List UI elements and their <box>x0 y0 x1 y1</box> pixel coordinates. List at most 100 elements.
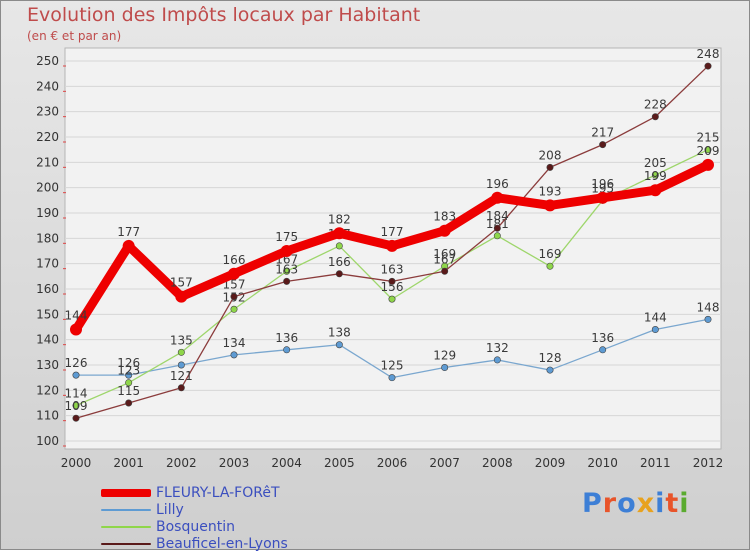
data-label: 183 <box>433 210 456 224</box>
x-tick-label: 2012 <box>693 456 724 470</box>
y-tick-label: 250 <box>36 54 59 68</box>
data-label: 144 <box>644 311 667 325</box>
logo-letter: i <box>679 488 690 519</box>
y-tick-label: 170 <box>36 257 59 271</box>
proxiti-logo: Proxiti <box>582 488 690 519</box>
data-point <box>651 326 659 334</box>
data-point <box>596 191 609 204</box>
data-point <box>335 270 343 278</box>
legend-swatch <box>101 489 151 497</box>
x-tick-label: 2001 <box>113 456 144 470</box>
x-tick-label: 2008 <box>482 456 513 470</box>
data-point <box>283 277 291 285</box>
data-point <box>546 163 554 171</box>
data-label: 157 <box>170 276 193 290</box>
data-point <box>72 414 80 422</box>
y-tick-label: 210 <box>36 155 59 169</box>
data-point <box>386 239 398 252</box>
data-label: 125 <box>381 359 404 373</box>
data-label: 184 <box>486 209 509 223</box>
series-beauficel-en-lyons: 109 115 121 157 163 166 163 167 184 208 217 228 248 <box>65 47 719 422</box>
data-point <box>230 351 238 359</box>
data-label: 209 <box>697 144 720 158</box>
y-tick-label: 240 <box>36 79 59 93</box>
data-label: 128 <box>539 351 562 365</box>
legend-label: Beauficel-en-Lyons <box>156 536 288 552</box>
data-point <box>230 293 238 301</box>
data-point <box>544 199 556 212</box>
data-label: 123 <box>117 364 140 378</box>
data-point <box>230 305 238 313</box>
data-point <box>599 346 607 354</box>
y-tick-label: 130 <box>36 358 59 372</box>
data-point <box>704 62 712 70</box>
data-label: 109 <box>65 399 88 413</box>
data-point <box>491 191 504 204</box>
data-point <box>335 242 343 250</box>
data-point <box>283 346 291 354</box>
data-label: 163 <box>275 262 298 276</box>
data-label: 166 <box>328 255 351 269</box>
data-label: 135 <box>170 333 193 347</box>
data-point <box>651 171 659 179</box>
x-tick-label: 2005 <box>324 456 355 470</box>
data-point <box>493 232 501 240</box>
data-label: 199 <box>644 169 667 183</box>
data-label: 166 <box>223 253 246 267</box>
legend-label: FLEURY-LA-FORêT <box>156 485 280 501</box>
chart-subtitle: (en € et par an) <box>27 29 122 43</box>
data-label: 169 <box>539 247 562 261</box>
data-label: 163 <box>381 262 404 276</box>
x-tick-label: 2011 <box>640 456 671 470</box>
x-tick-label: 2002 <box>166 456 197 470</box>
data-point <box>388 277 396 285</box>
data-label: 205 <box>644 156 667 170</box>
data-point <box>651 113 659 121</box>
data-point <box>388 295 396 303</box>
y-tick-label: 100 <box>36 434 59 448</box>
data-label: 169 <box>433 247 456 261</box>
data-label: 175 <box>275 230 298 244</box>
data-point <box>122 239 135 252</box>
y-tick-label: 200 <box>36 181 59 195</box>
data-label: 115 <box>117 384 140 398</box>
data-point <box>493 224 501 232</box>
data-point <box>125 399 133 407</box>
x-tick-label: 2007 <box>429 456 460 470</box>
x-tick-label: 2006 <box>377 456 408 470</box>
data-label: 196 <box>486 177 509 191</box>
logo-letter: x <box>636 488 656 519</box>
logo-letter: i <box>655 488 666 519</box>
data-point <box>599 141 607 149</box>
data-point <box>125 371 133 379</box>
legend-label: Bosquentin <box>156 519 235 535</box>
y-tick-label: 110 <box>36 409 59 423</box>
data-point <box>280 245 293 257</box>
data-label: 156 <box>381 280 404 294</box>
y-tick-label: 160 <box>36 282 59 296</box>
x-tick-label: 2010 <box>587 456 618 470</box>
data-label: 195 <box>591 181 614 195</box>
logo-letter: r <box>602 488 618 519</box>
data-label: 167 <box>433 252 456 266</box>
data-label: 138 <box>328 326 351 340</box>
legend-swatch <box>101 526 151 528</box>
y-tick-label: 190 <box>36 206 59 220</box>
data-label: 177 <box>117 225 140 239</box>
y-tick-label: 140 <box>36 333 59 347</box>
data-point <box>228 267 240 280</box>
data-point <box>441 364 449 372</box>
data-label: 193 <box>539 184 562 198</box>
data-label: 136 <box>591 331 614 345</box>
data-point <box>438 224 451 237</box>
data-label: 215 <box>697 131 720 145</box>
data-label: 217 <box>591 126 614 140</box>
data-point <box>70 323 82 336</box>
x-tick-label: 2004 <box>271 456 302 470</box>
data-label: 181 <box>486 217 509 231</box>
data-label: 148 <box>697 300 720 314</box>
data-label: 144 <box>65 309 88 323</box>
data-point <box>704 315 712 323</box>
data-point <box>177 384 185 392</box>
